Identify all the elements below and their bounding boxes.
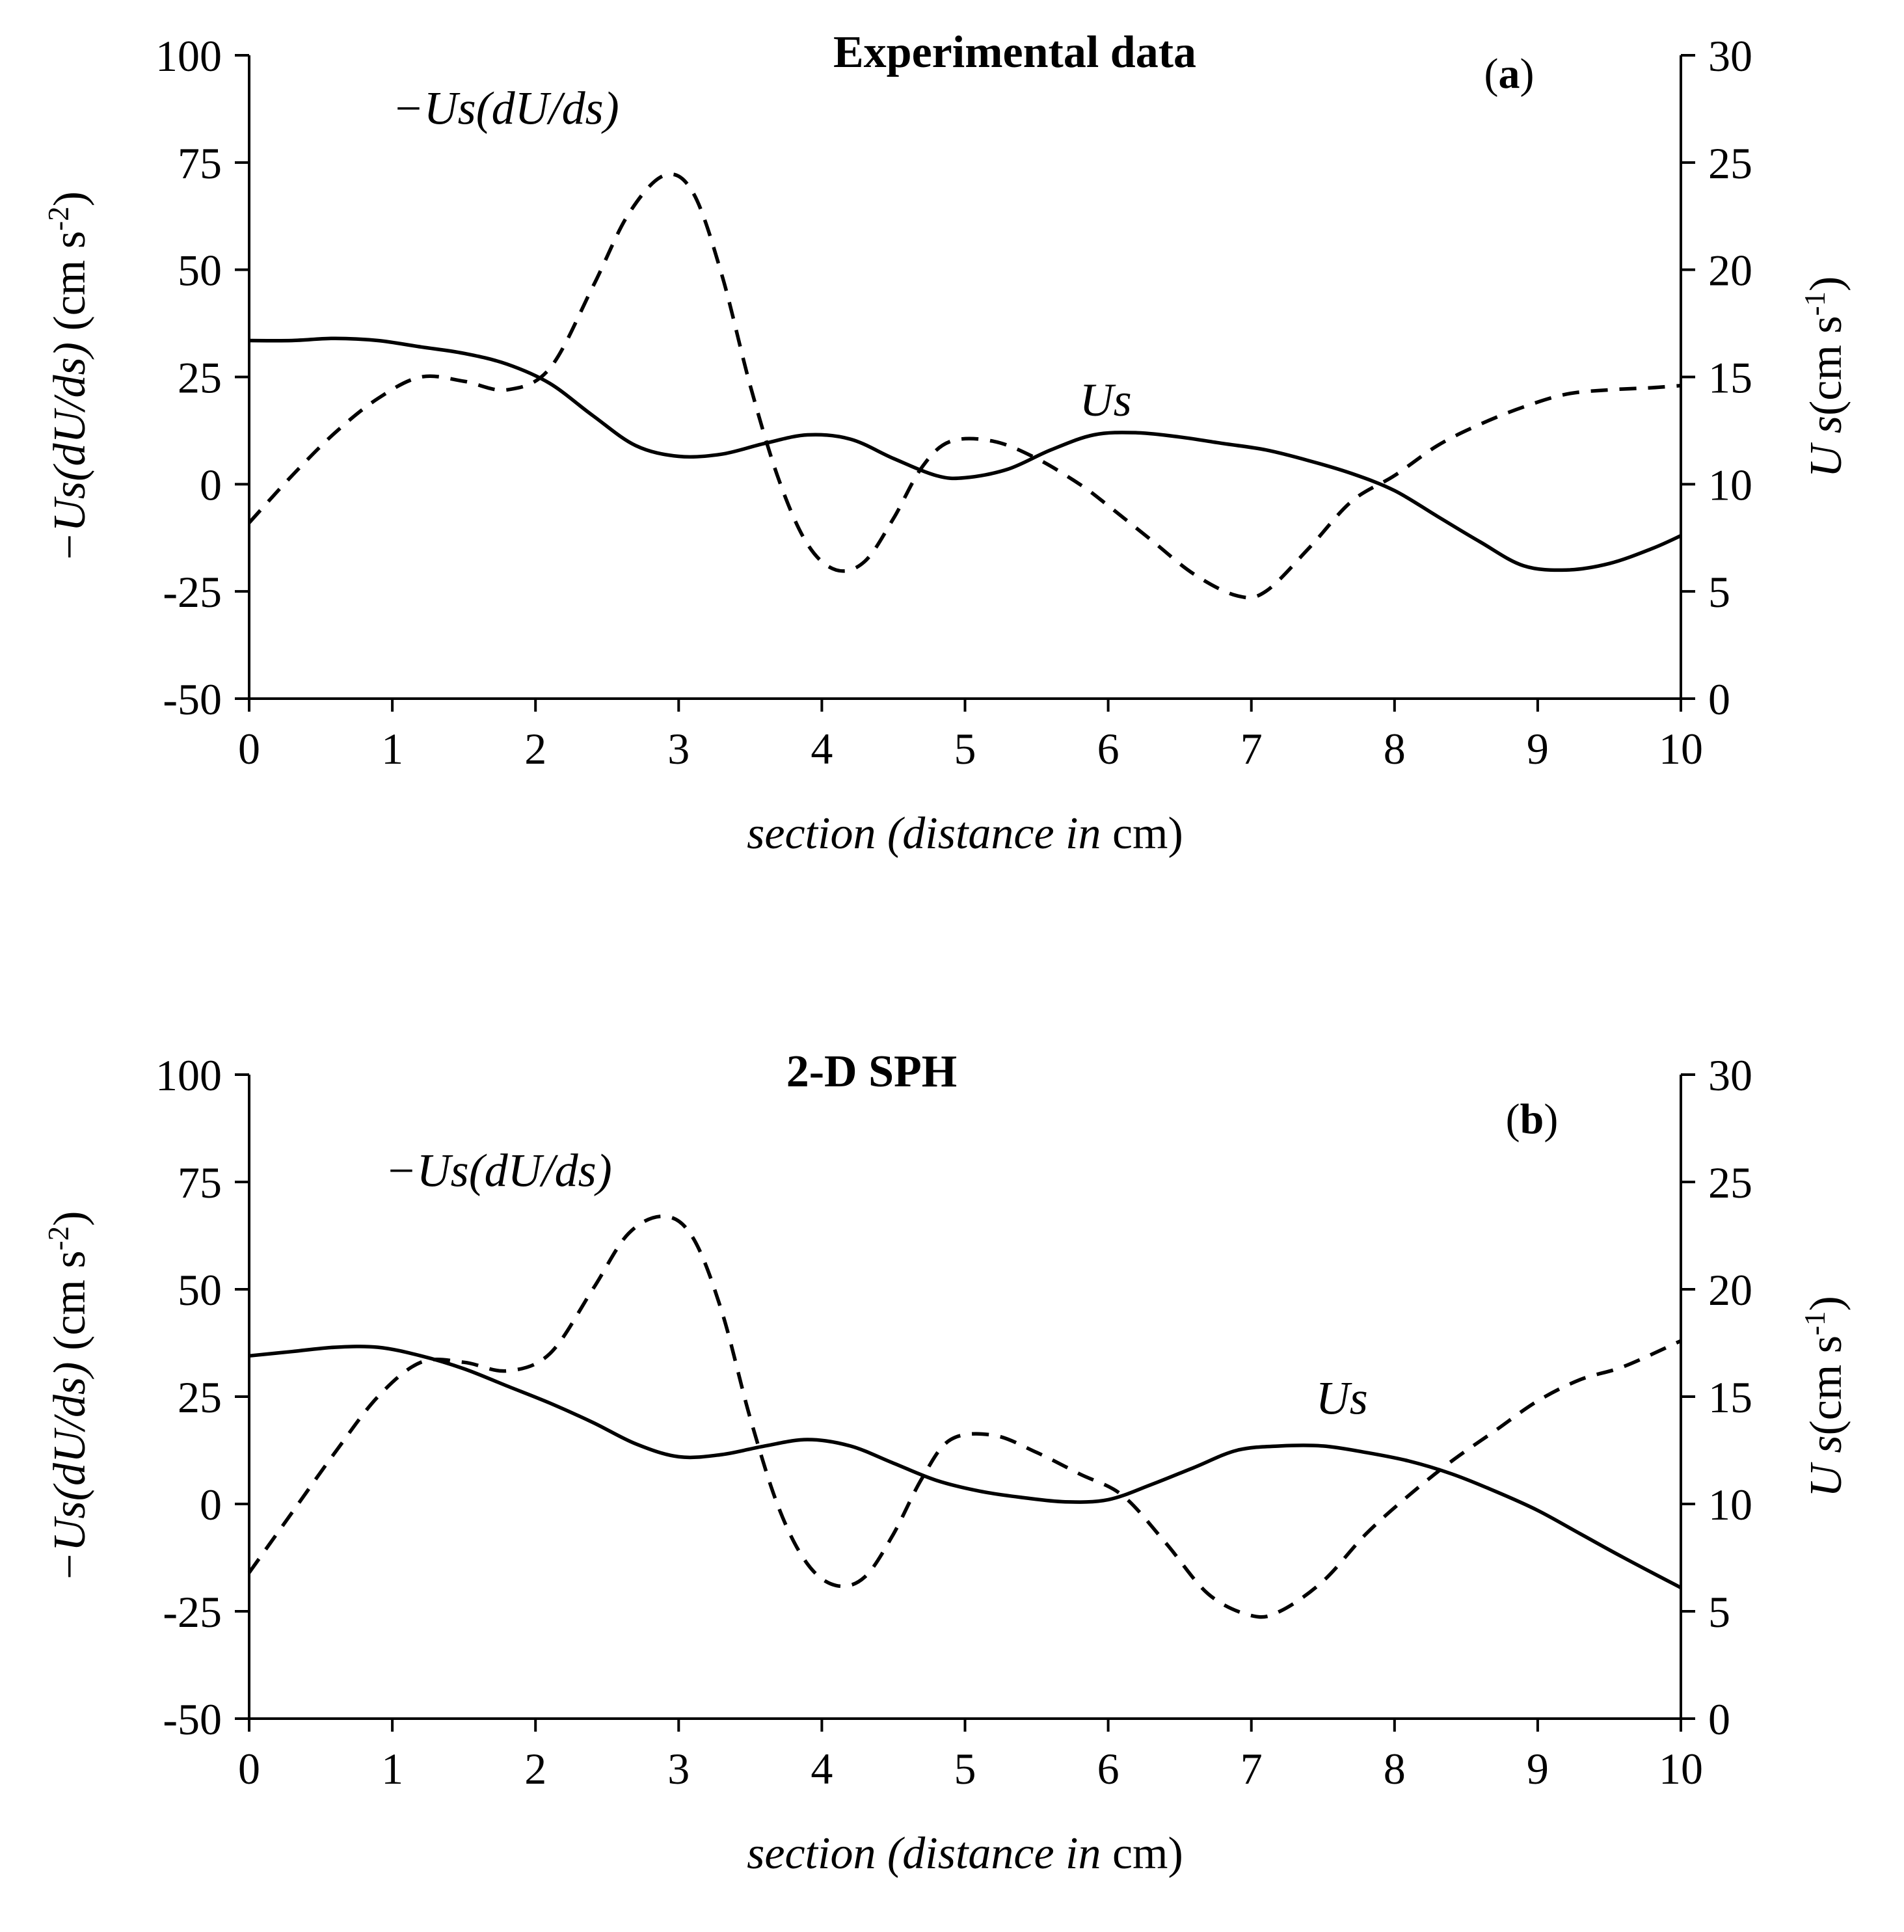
y-left-tick-label: 0: [200, 460, 222, 509]
x-axis-title: section (distance in cm): [747, 809, 1183, 859]
series-line-us: [248, 1345, 1682, 1590]
x-tick-label: 4: [811, 1744, 833, 1793]
series-line-us: [248, 336, 1682, 572]
series-label-us: Us: [1316, 1372, 1368, 1424]
y-right-tick-label: 5: [1708, 567, 1730, 617]
x-tick-label: 2: [524, 1744, 546, 1793]
y-right-tick-label: 0: [1708, 675, 1730, 724]
panel-letter: (a): [1484, 50, 1535, 98]
x-tick-label: 6: [1097, 724, 1120, 773]
y-left-tick-label: 100: [155, 31, 222, 81]
y-axis-left-title: −Us(dU/ds) (cm s-2): [42, 1211, 95, 1583]
series-label-acceleration: −Us(dU/ds): [385, 1145, 612, 1197]
x-tick-label: 2: [524, 724, 546, 773]
y-left-tick-label: 75: [178, 1158, 222, 1207]
series-line-acceleration: [247, 1214, 1682, 1619]
y-right-tick-label: 20: [1708, 1265, 1752, 1315]
y-right-tick-label: 20: [1708, 246, 1752, 295]
x-tick-label: 7: [1240, 1744, 1263, 1793]
x-tick-label: 8: [1384, 724, 1406, 773]
y-left-tick-label: 25: [178, 353, 222, 403]
y-right-tick-label: 15: [1708, 353, 1752, 403]
x-tick-label: 6: [1097, 1744, 1120, 1793]
series-line-acceleration: [247, 172, 1682, 600]
x-tick-label: 9: [1527, 724, 1549, 773]
y-left-tick-label: 25: [178, 1373, 222, 1422]
x-tick-label: 7: [1240, 724, 1263, 773]
panel-title: Experimental data: [833, 27, 1196, 77]
series-label-acceleration: −Us(dU/ds): [392, 82, 619, 134]
x-tick-label: 5: [954, 1744, 976, 1793]
y-right-tick-label: 0: [1708, 1695, 1730, 1744]
y-right-tick-label: 25: [1708, 139, 1752, 188]
y-right-tick-label: 5: [1708, 1587, 1730, 1637]
y-left-tick-label: 50: [178, 246, 222, 295]
x-tick-label: 0: [238, 1744, 260, 1793]
panel-title: 2-D SPH: [786, 1047, 958, 1097]
x-tick-label: 9: [1527, 1744, 1549, 1793]
x-tick-label: 0: [238, 724, 260, 773]
y-left-tick-label: 0: [200, 1480, 222, 1529]
x-tick-label: 5: [954, 724, 976, 773]
y-axis-right-title: U s(cm s-1): [1799, 276, 1851, 478]
x-tick-label: 10: [1659, 1744, 1703, 1793]
x-tick-label: 8: [1384, 1744, 1406, 1793]
y-left-tick-label: 75: [178, 139, 222, 188]
y-right-tick-label: 10: [1708, 460, 1752, 509]
x-tick-label: 1: [381, 1744, 403, 1793]
x-tick-label: 3: [667, 1744, 690, 1793]
series-label-us: Us: [1080, 374, 1132, 426]
y-left-tick-label: 100: [155, 1051, 222, 1100]
y-left-tick-label: 50: [178, 1265, 222, 1315]
x-axis-title: section (distance in cm): [747, 1829, 1183, 1879]
x-tick-label: 10: [1659, 724, 1703, 773]
y-left-tick-label: -50: [163, 675, 222, 724]
y-right-tick-label: 10: [1708, 1480, 1752, 1529]
x-tick-label: 4: [811, 724, 833, 773]
y-right-tick-label: 30: [1708, 31, 1752, 81]
panel-experimental: 0 1 2 3 4 5 6 7 8 9 10 -50 -25 0 25 50 75 100 0 5 10 15 20 25 30…: [42, 27, 1851, 859]
y-axis-left-title: −Us(dU/ds) (cm s-2): [42, 191, 95, 563]
y-right-tick-label: 15: [1708, 1373, 1752, 1422]
y-left-tick-label: -25: [163, 567, 222, 617]
x-tick-label: 1: [381, 724, 403, 773]
y-left-tick-label: -50: [163, 1695, 222, 1744]
panel-letter: (b): [1506, 1095, 1559, 1143]
panel-sph: 0 1 2 3 4 5 6 7 8 9 10 -50 -25 0 25 50 75 100 0 5 10 15 20 25 30…: [42, 1047, 1851, 1879]
y-axis-right-title: U s(cm s-1): [1799, 1296, 1851, 1497]
x-tick-label: 3: [667, 724, 690, 773]
y-right-tick-label: 30: [1708, 1051, 1752, 1100]
y-left-tick-label: -25: [163, 1587, 222, 1637]
y-right-tick-label: 25: [1708, 1158, 1752, 1207]
